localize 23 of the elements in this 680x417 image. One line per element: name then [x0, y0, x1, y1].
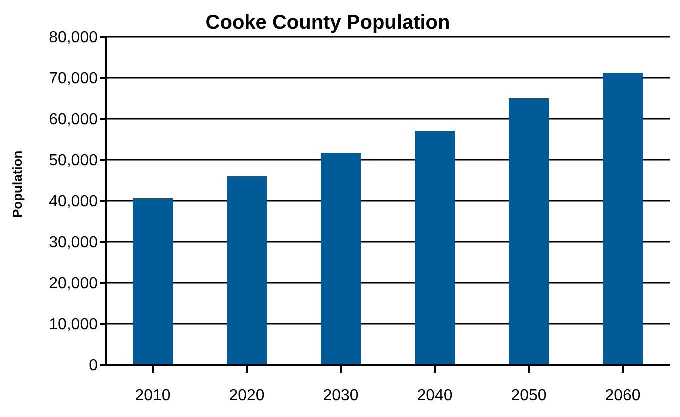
x-tick-label: 2060 — [605, 387, 641, 404]
y-tick-label: 50,000 — [49, 152, 98, 170]
y-tick-label: 70,000 — [49, 70, 98, 88]
y-tick-label: 80,000 — [49, 30, 98, 47]
x-tick-label: 2040 — [417, 387, 453, 404]
y-tick-label: 60,000 — [49, 112, 98, 129]
bar — [227, 176, 267, 365]
chart-title: Cooke County Population — [206, 12, 450, 34]
bar — [321, 153, 361, 365]
y-tick-label: 20,000 — [49, 276, 98, 293]
bar — [133, 198, 173, 365]
x-tick-label: 2030 — [323, 387, 359, 404]
y-axis-title: Population — [10, 150, 25, 218]
bar — [603, 73, 643, 365]
bar — [509, 98, 549, 365]
y-tick-label: 10,000 — [49, 316, 98, 334]
y-tick-label: 30,000 — [49, 234, 98, 252]
y-tick-label: 0 — [89, 358, 98, 375]
bar — [415, 131, 455, 365]
x-tick-label: 2020 — [229, 387, 265, 404]
y-tick-label: 40,000 — [49, 194, 98, 211]
x-tick-label: 2010 — [135, 387, 171, 404]
x-tick-label: 2050 — [511, 387, 547, 404]
